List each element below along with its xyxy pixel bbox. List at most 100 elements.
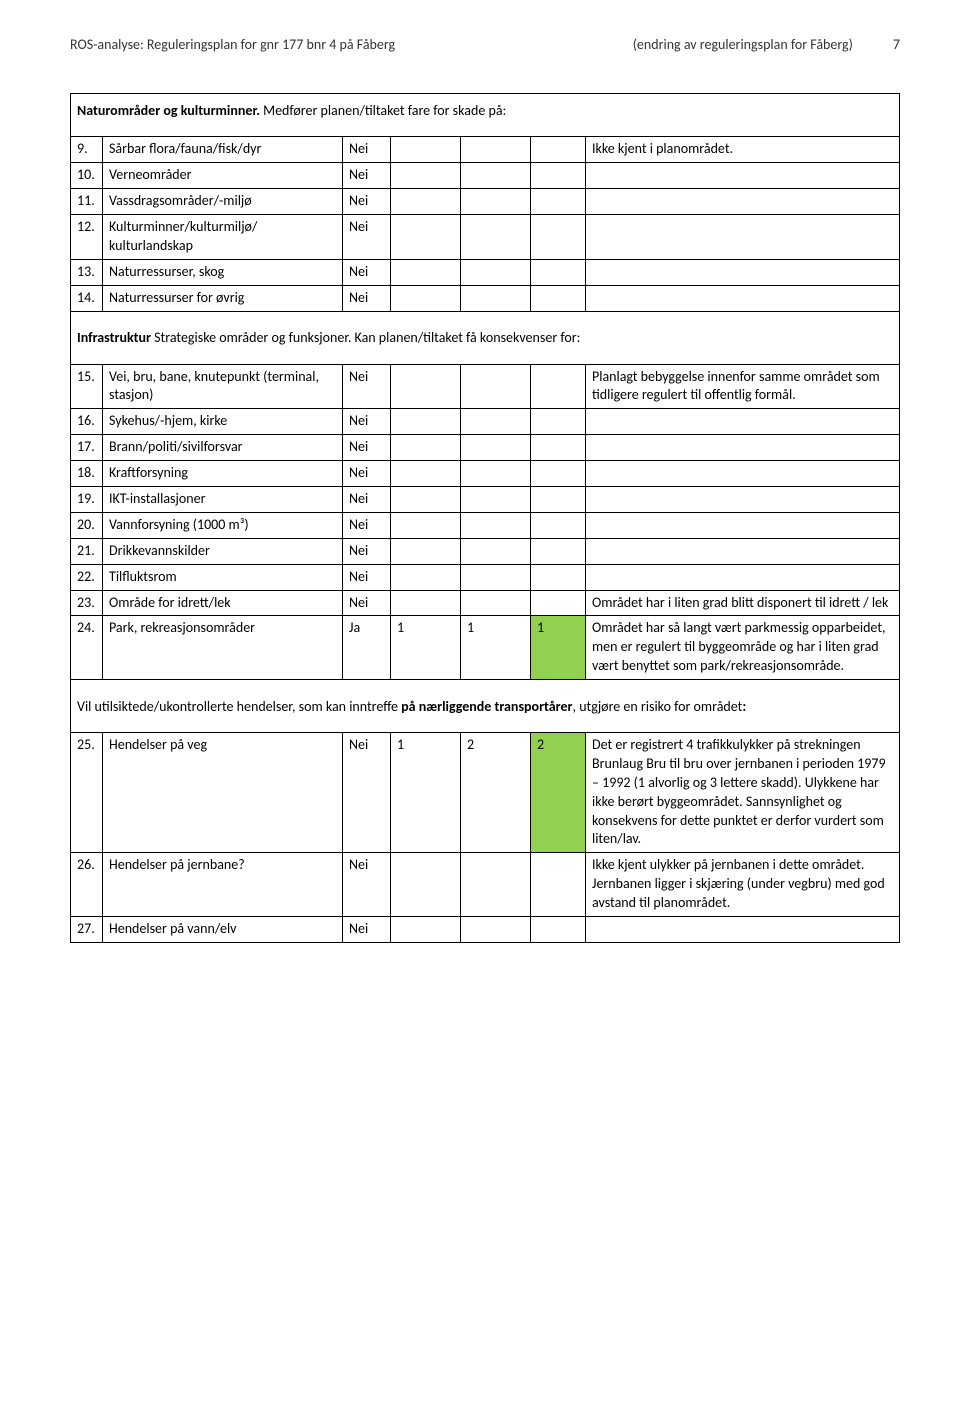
row-desc: Sykehus/-hjem, kirke [103, 409, 343, 435]
section-text: Vil utilsiktede/ukontrollerte hendelser,… [77, 698, 401, 715]
table-row: 10. Verneområder Nei [71, 163, 900, 189]
section-bold: : [742, 698, 746, 715]
row-c2: 2 [461, 732, 531, 852]
header-right: (endring av reguleringsplan for Fåberg) … [633, 36, 900, 53]
table-row: 13. Naturressurser, skog Nei [71, 259, 900, 285]
row-num: 26. [71, 853, 103, 917]
section-text: Medfører planen/tiltaket fare for skade … [260, 102, 506, 119]
row-val: Nei [343, 732, 391, 852]
header-right-text: (endring av reguleringsplan for Fåberg) [633, 36, 853, 53]
section-header-infra: Infrastruktur Strategiske områder og fun… [71, 321, 900, 354]
row-comment: Planlagt bebyggelse innenfor samme områd… [586, 364, 900, 409]
row-comment: Området har i liten grad blitt disponert… [586, 590, 900, 616]
row-desc: Vannforsyning (1000 m³) [103, 512, 343, 538]
table-row: 17. Brann/politi/sivilforsvar Nei [71, 435, 900, 461]
table-row: 9. Sårbar flora/fauna/fisk/dyr Nei Ikke … [71, 137, 900, 163]
row-num: 10. [71, 163, 103, 189]
section-text: , utgjøre en risiko for området [573, 698, 743, 715]
row-comment: Ikke kjent i planområdet. [586, 137, 900, 163]
row-num: 11. [71, 189, 103, 215]
section-bold: Infrastruktur [77, 329, 151, 346]
section-text: Kan planen/tiltaket få konsekvenser for: [351, 329, 580, 346]
row-num: 18. [71, 461, 103, 487]
table-row: 22. Tilfluktsrom Nei [71, 564, 900, 590]
row-num: 17. [71, 435, 103, 461]
row-num: 13. [71, 259, 103, 285]
row-desc: Park, rekreasjonsområder [103, 616, 343, 680]
section-bold: på nærliggende transportårer [401, 698, 572, 715]
row-val: Nei [343, 538, 391, 564]
row-num: 25. [71, 732, 103, 852]
table-row: 19. IKT-installasjoner Nei [71, 486, 900, 512]
row-num: 12. [71, 215, 103, 260]
row-val: Nei [343, 163, 391, 189]
row-num: 20. [71, 512, 103, 538]
row-val: Nei [343, 486, 391, 512]
row-num: 24. [71, 616, 103, 680]
row-comment: Området har så langt vært parkmessig opp… [586, 616, 900, 680]
row-desc: Verneområder [103, 163, 343, 189]
row-desc: Naturressurser, skog [103, 259, 343, 285]
row-comment: Det er registrert 4 trafikkulykker på st… [586, 732, 900, 852]
row-val: Nei [343, 590, 391, 616]
row-val: Nei [343, 137, 391, 163]
row-desc: Kulturminner/kulturmiljø/ kulturlandskap [103, 215, 343, 260]
row-val: Nei [343, 917, 391, 943]
row-val: Nei [343, 364, 391, 409]
row-desc: Vassdragsområder/-miljø [103, 189, 343, 215]
row-num: 16. [71, 409, 103, 435]
table-row: 16. Sykehus/-hjem, kirke Nei [71, 409, 900, 435]
table-row: 14. Naturressurser for øvrig Nei [71, 285, 900, 311]
row-desc: Vei, bru, bane, knutepunkt (terminal, st… [103, 364, 343, 409]
row-desc: IKT-installasjoner [103, 486, 343, 512]
section-text: Strategiske områder og funksjoner. [151, 329, 351, 346]
row-num: 9. [71, 137, 103, 163]
row-num: 22. [71, 564, 103, 590]
table-row: 26. Hendelser på jernbane? Nei Ikke kjen… [71, 853, 900, 917]
risk-table: Naturområder og kulturminner. Medfører p… [70, 93, 900, 943]
row-val: Nei [343, 215, 391, 260]
row-num: 21. [71, 538, 103, 564]
row-c3: 1 [531, 616, 586, 680]
table-row: 27. Hendelser på vann/elv Nei [71, 917, 900, 943]
section-header-transport: Vil utilsiktede/ukontrollerte hendelser,… [71, 690, 900, 723]
row-val: Nei [343, 259, 391, 285]
row-desc: Tilfluktsrom [103, 564, 343, 590]
row-val: Nei [343, 461, 391, 487]
section-header-nature: Naturområder og kulturminner. Medfører p… [71, 94, 900, 127]
table-row: 23. Område for idrett/lek Nei Området ha… [71, 590, 900, 616]
row-val: Nei [343, 285, 391, 311]
row-num: 27. [71, 917, 103, 943]
row-c3: 2 [531, 732, 586, 852]
table-row: 18. Kraftforsyning Nei [71, 461, 900, 487]
row-val: Nei [343, 409, 391, 435]
row-c2: 1 [461, 616, 531, 680]
row-desc: Naturressurser for øvrig [103, 285, 343, 311]
section-bold: Naturområder og kulturminner. [77, 102, 260, 119]
table-row: 12. Kulturminner/kulturmiljø/ kulturland… [71, 215, 900, 260]
table-row: 15. Vei, bru, bane, knutepunkt (terminal… [71, 364, 900, 409]
header-left: ROS-analyse: Reguleringsplan for gnr 177… [70, 36, 395, 53]
row-desc: Hendelser på vann/elv [103, 917, 343, 943]
row-val: Ja [343, 616, 391, 680]
table-row: 25. Hendelser på veg Nei 1 2 2 Det er re… [71, 732, 900, 852]
row-val: Nei [343, 853, 391, 917]
row-desc: Sårbar flora/fauna/fisk/dyr [103, 137, 343, 163]
row-desc: Hendelser på jernbane? [103, 853, 343, 917]
row-desc: Drikkevannskilder [103, 538, 343, 564]
table-row: 21. Drikkevannskilder Nei [71, 538, 900, 564]
row-num: 19. [71, 486, 103, 512]
row-comment: Ikke kjent ulykker på jernbanen i dette … [586, 853, 900, 917]
table-row: 11. Vassdragsområder/-miljø Nei [71, 189, 900, 215]
row-desc: Brann/politi/sivilforsvar [103, 435, 343, 461]
row-val: Nei [343, 512, 391, 538]
row-val: Nei [343, 435, 391, 461]
row-c1: 1 [391, 616, 461, 680]
row-desc: Hendelser på veg [103, 732, 343, 852]
row-num: 23. [71, 590, 103, 616]
page-header: ROS-analyse: Reguleringsplan for gnr 177… [70, 36, 900, 53]
row-c1: 1 [391, 732, 461, 852]
page-number: 7 [893, 36, 900, 53]
row-val: Nei [343, 564, 391, 590]
row-num: 14. [71, 285, 103, 311]
